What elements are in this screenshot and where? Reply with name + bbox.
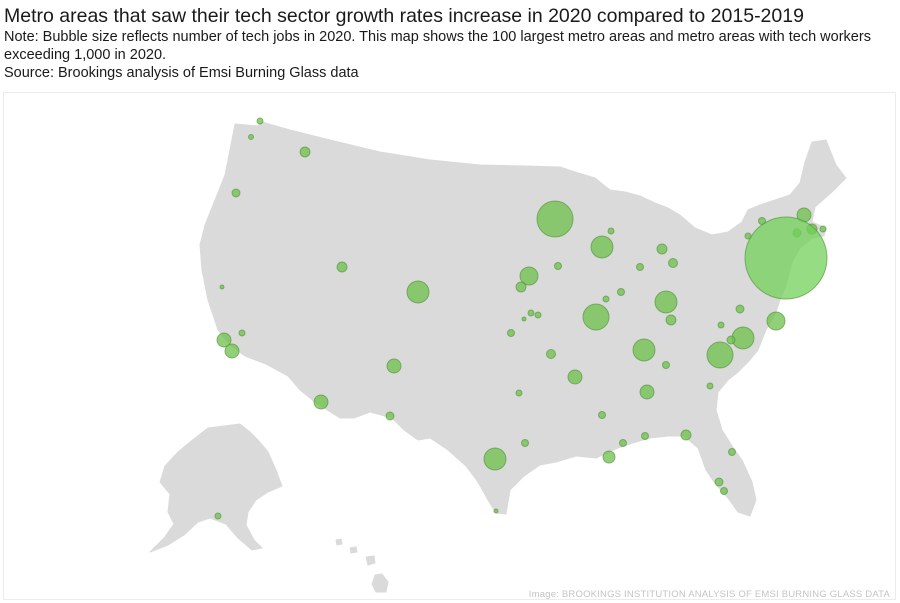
metro-bubble: [632, 338, 656, 362]
metro-bubble: [386, 358, 402, 374]
metro-bubble: [515, 389, 523, 397]
metro-bubble: [216, 332, 232, 348]
metro-bubble: [248, 134, 254, 140]
metro-bubble: [766, 311, 786, 331]
metro-bubble: [819, 225, 827, 233]
metro-bubble: [717, 321, 725, 329]
metro-bubble: [336, 261, 348, 273]
metro-bubble: [313, 394, 329, 410]
metro-bubble: [706, 341, 734, 369]
metro-bubble: [238, 329, 246, 337]
metro-bubble: [493, 508, 499, 514]
metro-bubble: [554, 262, 562, 270]
metro-bubble: [406, 280, 430, 304]
metro-bubble: [602, 450, 616, 464]
metro-bubble: [654, 290, 678, 314]
metro-bubble: [720, 487, 728, 495]
metro-bubble: [590, 235, 614, 259]
map-frame: [3, 92, 896, 600]
metro-bubble: [680, 429, 692, 441]
metro-bubble: [602, 295, 610, 303]
metro-bubble: [728, 448, 736, 456]
metro-bubble: [521, 316, 527, 322]
metro-bubble: [617, 288, 625, 296]
metro-bubble: [641, 432, 649, 440]
metro-bubble: [519, 266, 539, 286]
metro-bubble: [656, 243, 668, 255]
metro-bubble: [515, 281, 527, 293]
map-source: Source: Brookings analysis of Emsi Burni…: [4, 65, 359, 81]
metro-bubble: [483, 447, 507, 471]
map-note: Note: Bubble size reflects number of tec…: [4, 29, 871, 63]
metro-bubble: [567, 369, 583, 385]
metro-bubble: [214, 512, 222, 520]
map-header: Metro areas that saw their tech sector g…: [4, 4, 896, 82]
metro-bubble: [598, 411, 606, 419]
alaska-shape: [149, 423, 283, 553]
metro-bubble: [385, 411, 395, 421]
metro-bubble: [662, 361, 670, 369]
hawaii-maui-shape: [365, 555, 376, 566]
metro-bubble-largest: [744, 216, 828, 300]
metro-bubble: [582, 303, 610, 331]
hawaii-big-island-shape: [371, 573, 389, 593]
metro-bubble: [507, 329, 515, 337]
metro-bubble: [527, 309, 535, 317]
metro-bubble: [665, 314, 677, 326]
metro-bubble: [224, 343, 240, 359]
map-title: Metro areas that saw their tech sector g…: [4, 5, 804, 27]
metro-bubble: [668, 258, 678, 268]
hawaii-kauai-shape: [335, 538, 343, 546]
metro-bubble: [706, 382, 714, 390]
metro-bubbles: [214, 117, 828, 520]
metro-bubble: [726, 335, 736, 345]
metro-bubble: [536, 200, 574, 238]
metro-bubble: [219, 284, 225, 290]
metro-bubble: [299, 146, 311, 158]
metro-bubble: [619, 439, 627, 447]
metro-bubble: [636, 263, 644, 271]
metro-bubble: [639, 384, 655, 400]
metro-bubble: [546, 349, 556, 359]
metro-bubble: [521, 439, 529, 447]
metro-bubble: [714, 477, 724, 487]
metro-bubble: [231, 188, 241, 198]
metro-bubble: [534, 311, 542, 319]
metro-bubble: [256, 117, 264, 125]
image-credit: Image: BROOKINGS INSTITUTION ANALYSIS OF…: [528, 589, 890, 600]
metro-bubble: [735, 304, 745, 314]
hawaii-oahu-shape: [349, 546, 358, 554]
metro-bubble: [607, 227, 615, 235]
